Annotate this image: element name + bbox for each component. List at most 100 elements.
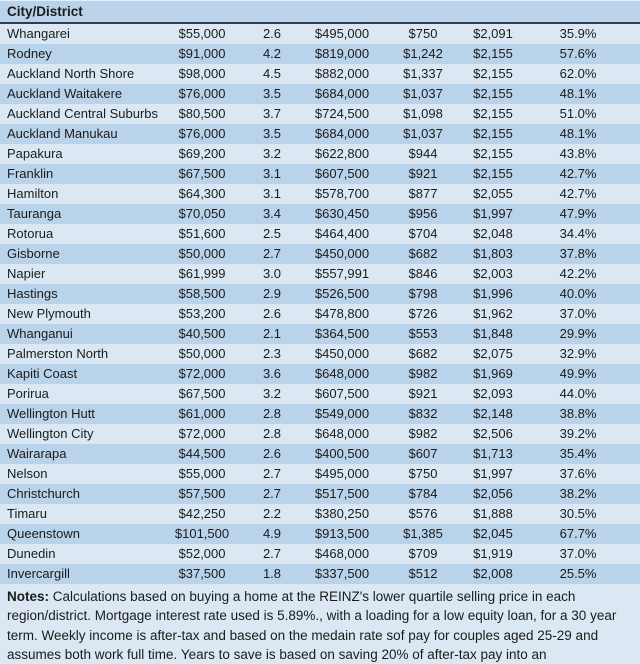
cell-value: $1,037: [403, 126, 443, 141]
cell-value: 51.0%: [559, 106, 597, 121]
cell-value: $517,500: [314, 486, 370, 501]
cell-value: 30.5%: [559, 506, 597, 521]
table-row: Timaru $42,250 2.2 $380,250 $576 $1,888 30.5%: [0, 504, 640, 524]
cell-value: $61,999: [178, 266, 226, 281]
cell-city: Christchurch: [7, 486, 80, 501]
cell-value: $2,155: [473, 146, 513, 161]
cell-value: $67,500: [178, 386, 226, 401]
cell-value: 2.8: [262, 426, 282, 441]
cell-value: $1,385: [403, 526, 443, 541]
cell-value: $2,148: [473, 406, 513, 421]
cell-value: $478,800: [314, 306, 370, 321]
cell-value: 3.7: [262, 106, 282, 121]
cell-value: $55,000: [178, 26, 226, 41]
cell-value: $709: [408, 546, 438, 561]
cell-value: 42.7%: [559, 186, 597, 201]
cell-value: $607,500: [314, 386, 370, 401]
cell-value: $607: [408, 446, 438, 461]
cell-value: $337,500: [314, 566, 370, 581]
cell-value: $2,093: [473, 386, 513, 401]
cell-value: $846: [408, 266, 438, 281]
cell-value: $1,969: [473, 366, 513, 381]
cell-value: $1,962: [473, 306, 513, 321]
cell-value: $69,200: [178, 146, 226, 161]
table-row: Wellington Hutt $61,000 2.8 $549,000 $832 $2,…: [0, 404, 640, 424]
cell-value: $2,155: [473, 86, 513, 101]
cell-value: 34.4%: [559, 226, 597, 241]
cell-value: $380,250: [314, 506, 370, 521]
cell-value: $578,700: [314, 186, 370, 201]
cell-city: Hastings: [7, 286, 58, 301]
cell-city: Invercargill: [7, 566, 70, 581]
cell-value: $1,919: [473, 546, 513, 561]
cell-value: 1.8: [262, 566, 282, 581]
cell-value: $557,991: [314, 266, 370, 281]
cell-value: $1,997: [473, 206, 513, 221]
table-row: Auckland Manukau $76,000 3.5 $684,000 $1,037…: [0, 124, 640, 144]
cell-value: $42,250: [178, 506, 226, 521]
cell-value: $784: [408, 486, 438, 501]
cell-value: $76,000: [178, 126, 226, 141]
cell-value: $750: [408, 466, 438, 481]
cell-value: $2,155: [473, 106, 513, 121]
cell-value: $70,050: [178, 206, 226, 221]
cell-value: $2,008: [473, 566, 513, 581]
cell-value: 44.0%: [559, 386, 597, 401]
cell-value: $450,000: [314, 346, 370, 361]
cell-value: $67,500: [178, 166, 226, 181]
cell-value: $2,091: [473, 26, 513, 41]
cell-value: $682: [408, 346, 438, 361]
cell-city: Rodney: [7, 46, 52, 61]
cell-value: 2.3: [262, 346, 282, 361]
table-row: Rotorua $51,600 2.5 $464,400 $704 $2,048 34.4%: [0, 224, 640, 244]
cell-value: 4.9: [262, 526, 282, 541]
cell-value: 2.9: [262, 286, 282, 301]
cell-city: Wairarapa: [7, 446, 67, 461]
cell-value: 47.9%: [559, 206, 597, 221]
cell-city: Hamilton: [7, 186, 59, 201]
cell-value: $53,200: [178, 306, 226, 321]
cell-value: $549,000: [314, 406, 370, 421]
cell-value: $51,600: [178, 226, 226, 241]
cell-value: $704: [408, 226, 438, 241]
cell-value: 3.1: [262, 186, 282, 201]
cell-value: 35.9%: [559, 26, 597, 41]
cell-value: $468,000: [314, 546, 370, 561]
cell-value: 2.1: [262, 326, 282, 341]
cell-value: 2.6: [262, 26, 282, 41]
cell-value: $1,997: [473, 466, 513, 481]
cell-city: Timaru: [7, 506, 47, 521]
cell-value: $2,155: [473, 66, 513, 81]
cell-value: $2,048: [473, 226, 513, 241]
cell-value: $2,003: [473, 266, 513, 281]
cell-value: $2,155: [473, 46, 513, 61]
cell-value: 57.6%: [559, 46, 597, 61]
table-row: Wairarapa $44,500 2.6 $400,500 $607 $1,713 35.…: [0, 444, 640, 464]
table-row: Dunedin $52,000 2.7 $468,000 $709 $1,919 37.0%: [0, 544, 640, 564]
cell-value: 3.2: [262, 386, 282, 401]
cell-value: $684,000: [314, 86, 370, 101]
cell-value: $1,037: [403, 86, 443, 101]
table-row: Invercargill $37,500 1.8 $337,500 $512 $2,008…: [0, 564, 640, 584]
cell-value: 48.1%: [559, 86, 597, 101]
cell-city: Palmerston North: [7, 346, 109, 361]
cell-value: $91,000: [178, 46, 226, 61]
cell-value: 25.5%: [559, 566, 597, 581]
cell-value: $921: [408, 166, 438, 181]
cell-value: $464,400: [314, 226, 370, 241]
cell-value: $101,500: [174, 526, 230, 541]
cell-value: 39.2%: [559, 426, 597, 441]
column-header-city-district: City/District: [0, 1, 640, 24]
cell-value: 48.1%: [559, 126, 597, 141]
cell-value: 37.8%: [559, 246, 597, 261]
cell-value: 37.0%: [559, 306, 597, 321]
cell-value: $684,000: [314, 126, 370, 141]
table-row: Kapiti Coast $72,000 3.6 $648,000 $982 $1,969…: [0, 364, 640, 384]
cell-value: $648,000: [314, 366, 370, 381]
cell-value: $495,000: [314, 26, 370, 41]
cell-value: $55,000: [178, 466, 226, 481]
cell-value: $724,500: [314, 106, 370, 121]
table-row: Gisborne $50,000 2.7 $450,000 $682 $1,803 37.8…: [0, 244, 640, 264]
cell-value: 2.7: [262, 246, 282, 261]
table-row: Hamilton $64,300 3.1 $578,700 $877 $2,055 42.7…: [0, 184, 640, 204]
